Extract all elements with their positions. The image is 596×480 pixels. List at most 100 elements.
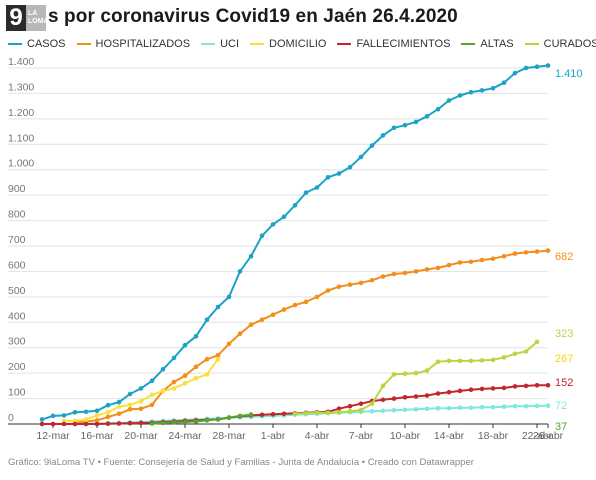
legend-item: FALLECIMIENTOS (337, 38, 450, 50)
data-point-domicilio (127, 402, 133, 408)
data-point-altas (237, 413, 243, 419)
data-point-hospitalizados (479, 257, 485, 263)
data-point-fallecimientos (490, 386, 496, 391)
data-point-casos (50, 413, 56, 419)
data-point-casos (259, 233, 265, 239)
data-point-casos (336, 171, 342, 176)
data-point-curados (468, 358, 474, 364)
data-point-curados (523, 349, 529, 354)
data-point-hospitalizados (402, 270, 408, 276)
series-line-altas (151, 413, 252, 425)
data-point-hospitalizados (105, 414, 111, 420)
data-point-altas (193, 419, 199, 424)
data-point-fallecimientos (116, 421, 122, 426)
data-point-fallecimientos (259, 412, 265, 418)
y-tick-label: 0 (8, 412, 14, 424)
legend-label: DOMICILIO (269, 38, 327, 50)
data-point-hospitalizados (457, 260, 463, 265)
data-point-hospitalizados (545, 248, 551, 253)
legend-label: UCI (220, 38, 240, 50)
data-point-casos (457, 93, 463, 98)
data-point-uci (468, 405, 474, 411)
data-point-hospitalizados (501, 253, 507, 259)
data-point-casos (380, 133, 386, 138)
data-point-casos (501, 80, 507, 85)
data-point-uci (534, 403, 540, 409)
data-point-casos (83, 409, 89, 415)
data-point-fallecimientos (523, 383, 529, 389)
legend-label: CURADOS (543, 38, 596, 50)
logo-number: 9 (6, 5, 26, 31)
data-point-hospitalizados (149, 402, 155, 408)
data-point-hospitalizados (116, 411, 122, 417)
data-point-hospitalizados (182, 373, 188, 379)
legend-label: ALTAS (480, 38, 514, 50)
series-line-hospitalizados (74, 249, 549, 424)
data-point-uci (446, 405, 452, 411)
data-point-hospitalizados (314, 294, 320, 300)
data-point-fallecimientos (413, 394, 419, 399)
data-point-altas (215, 417, 221, 422)
data-point-fallecimientos (435, 391, 441, 396)
data-point-curados (413, 370, 419, 376)
data-point-altas (171, 420, 177, 425)
data-point-altas (160, 420, 166, 426)
data-point-casos (402, 122, 408, 128)
data-point-fallecimientos (545, 383, 551, 388)
data-point-hospitalizados (281, 307, 287, 312)
legend-swatch (8, 43, 22, 45)
data-point-domicilio (182, 381, 188, 386)
data-point-uci (402, 407, 408, 413)
data-point-curados (314, 410, 320, 416)
data-point-domicilio (116, 404, 122, 410)
data-point-domicilio (149, 392, 155, 398)
data-point-fallecimientos (424, 393, 430, 398)
data-point-hospitalizados (512, 251, 518, 256)
data-point-fallecimientos (94, 421, 100, 427)
data-point-fallecimientos (402, 395, 408, 400)
legend-label: HOSPITALIZADOS (95, 38, 191, 50)
data-point-casos (325, 175, 331, 180)
legend-item: UCI (201, 38, 239, 50)
data-point-hospitalizados (259, 317, 265, 323)
x-tick-label: 10-abr (390, 430, 421, 442)
data-point-curados (391, 372, 397, 377)
y-tick-label: 1.000 (8, 158, 34, 170)
data-point-casos (182, 342, 188, 348)
data-point-uci (523, 403, 529, 409)
data-point-casos (171, 355, 177, 361)
data-point-casos (39, 417, 45, 422)
data-point-casos (534, 64, 540, 69)
data-point-uci (380, 408, 386, 414)
series-line-curados (294, 341, 538, 415)
data-point-hospitalizados (325, 288, 331, 293)
data-point-hospitalizados (193, 364, 199, 370)
x-tick-label: 22-abr (522, 430, 553, 442)
data-point-casos (226, 294, 232, 300)
data-point-casos (160, 367, 166, 372)
data-point-fallecimientos (72, 421, 78, 427)
data-point-casos (138, 386, 144, 391)
data-point-fallecimientos (281, 411, 287, 417)
data-point-hospitalizados (358, 280, 364, 286)
end-value-label: 37 (555, 421, 567, 433)
data-point-fallecimientos (127, 420, 133, 426)
data-point-uci (413, 407, 419, 412)
data-point-hospitalizados (127, 407, 133, 412)
data-point-hospitalizados (336, 284, 342, 290)
data-point-curados (512, 351, 518, 357)
data-point-casos (391, 125, 397, 131)
data-point-uci (391, 408, 397, 413)
x-tick-label: 28-mar (212, 430, 246, 442)
data-point-curados (446, 358, 452, 364)
data-point-hospitalizados (204, 356, 210, 362)
data-point-casos (314, 185, 320, 190)
logo-word: LA LOMA (26, 5, 49, 31)
data-point-casos (116, 399, 122, 405)
data-point-casos (446, 98, 452, 103)
data-point-hospitalizados (490, 256, 496, 262)
data-point-domicilio (83, 417, 89, 422)
data-point-uci (424, 406, 430, 412)
data-point-curados (534, 339, 540, 345)
x-tick-label: 26-abr (533, 430, 564, 442)
